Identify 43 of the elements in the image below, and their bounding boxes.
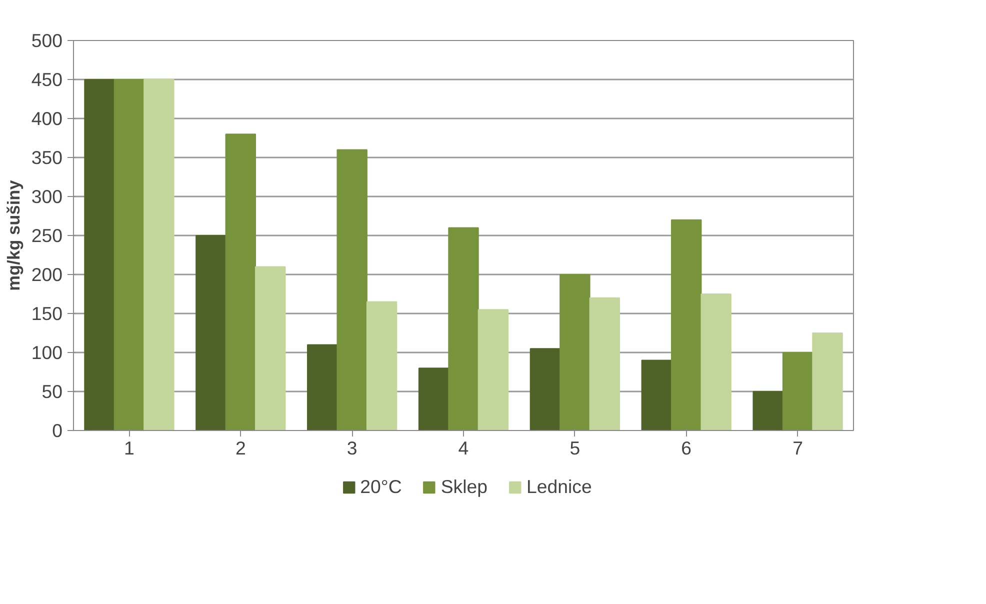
y-tick-label: 100 (31, 342, 63, 363)
bar (448, 227, 479, 430)
x-tick-label: 3 (346, 438, 358, 458)
legend-label: Lednice (526, 476, 592, 498)
bar (307, 344, 338, 430)
y-tick-label: 400 (31, 108, 63, 129)
y-tick-label: 350 (31, 147, 63, 168)
bar (366, 301, 398, 430)
legend-label: Sklep (440, 476, 488, 498)
bar (196, 235, 226, 430)
x-tick-label: 5 (570, 438, 580, 458)
x-tick-label: 2 (235, 438, 246, 458)
x-tick-label: 4 (458, 438, 469, 458)
y-tick-label: 150 (31, 303, 63, 324)
bar (418, 368, 450, 430)
bar (530, 348, 561, 430)
bar (255, 266, 286, 430)
y-tick-label: 300 (31, 186, 63, 207)
x-tick-label: 6 (681, 438, 692, 458)
x-tick-label: 7 (792, 438, 803, 458)
bar (478, 309, 509, 430)
legend-label: 20°C (360, 476, 402, 498)
bar (752, 391, 784, 430)
bar (700, 294, 732, 430)
y-tick-label: 450 (31, 69, 63, 90)
bar (782, 352, 814, 430)
y-tick-label: 500 (31, 30, 63, 51)
y-axis-title: mg/kg sušiny (3, 180, 24, 291)
bar (225, 134, 256, 430)
bar (114, 79, 145, 430)
y-tick-label: 0 (52, 420, 63, 441)
bar (336, 149, 368, 430)
x-tick-label: 1 (124, 438, 134, 458)
bar (589, 297, 620, 430)
bar (641, 360, 672, 430)
bar (671, 219, 702, 430)
bar (812, 332, 843, 430)
y-tick-label: 200 (31, 264, 63, 285)
bar (144, 79, 174, 430)
bar (560, 274, 590, 430)
bar (84, 79, 115, 430)
y-tick-label: 50 (42, 381, 63, 402)
y-tick-label: 250 (31, 225, 63, 246)
